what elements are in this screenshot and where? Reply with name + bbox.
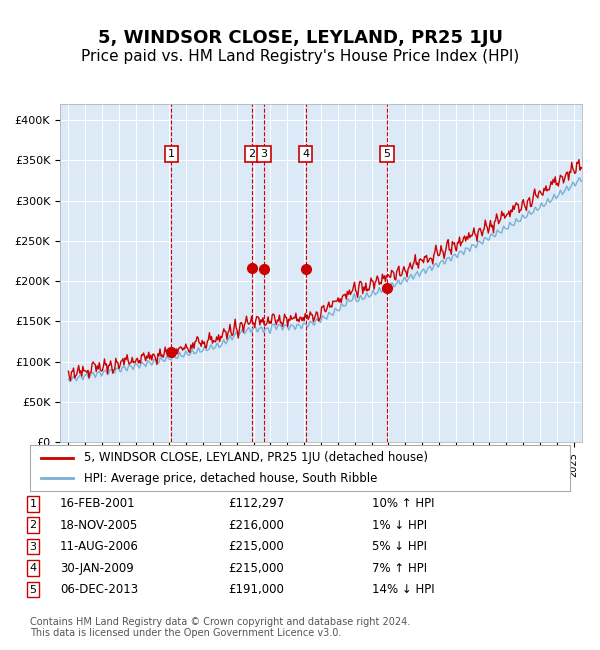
Text: 1: 1 (168, 149, 175, 159)
Text: 16-FEB-2001: 16-FEB-2001 (60, 497, 136, 510)
Text: HPI: Average price, detached house, South Ribble: HPI: Average price, detached house, Sout… (84, 471, 377, 484)
Text: 4: 4 (302, 149, 309, 159)
Text: 1: 1 (29, 499, 37, 509)
Text: 3: 3 (29, 541, 37, 552)
Text: Contains HM Land Registry data © Crown copyright and database right 2024.
This d: Contains HM Land Registry data © Crown c… (30, 617, 410, 638)
Text: 18-NOV-2005: 18-NOV-2005 (60, 519, 138, 532)
Text: 11-AUG-2006: 11-AUG-2006 (60, 540, 139, 553)
Text: 5, WINDSOR CLOSE, LEYLAND, PR25 1JU (detached house): 5, WINDSOR CLOSE, LEYLAND, PR25 1JU (det… (84, 452, 428, 465)
Text: 2: 2 (29, 520, 37, 530)
Text: 14% ↓ HPI: 14% ↓ HPI (372, 583, 434, 596)
Text: 5: 5 (383, 149, 391, 159)
Text: 1% ↓ HPI: 1% ↓ HPI (372, 519, 427, 532)
Text: 3: 3 (260, 149, 268, 159)
Text: 10% ↑ HPI: 10% ↑ HPI (372, 497, 434, 510)
Text: 5% ↓ HPI: 5% ↓ HPI (372, 540, 427, 553)
Text: Price paid vs. HM Land Registry's House Price Index (HPI): Price paid vs. HM Land Registry's House … (81, 49, 519, 64)
Text: 2: 2 (248, 149, 255, 159)
Text: 4: 4 (29, 563, 37, 573)
Text: 5: 5 (29, 584, 37, 595)
Text: 7% ↑ HPI: 7% ↑ HPI (372, 562, 427, 575)
Text: 30-JAN-2009: 30-JAN-2009 (60, 562, 134, 575)
Text: £215,000: £215,000 (228, 562, 284, 575)
Text: 06-DEC-2013: 06-DEC-2013 (60, 583, 138, 596)
Text: £112,297: £112,297 (228, 497, 284, 510)
Text: £216,000: £216,000 (228, 519, 284, 532)
Text: 5, WINDSOR CLOSE, LEYLAND, PR25 1JU: 5, WINDSOR CLOSE, LEYLAND, PR25 1JU (97, 29, 503, 47)
Text: £191,000: £191,000 (228, 583, 284, 596)
Text: £215,000: £215,000 (228, 540, 284, 553)
